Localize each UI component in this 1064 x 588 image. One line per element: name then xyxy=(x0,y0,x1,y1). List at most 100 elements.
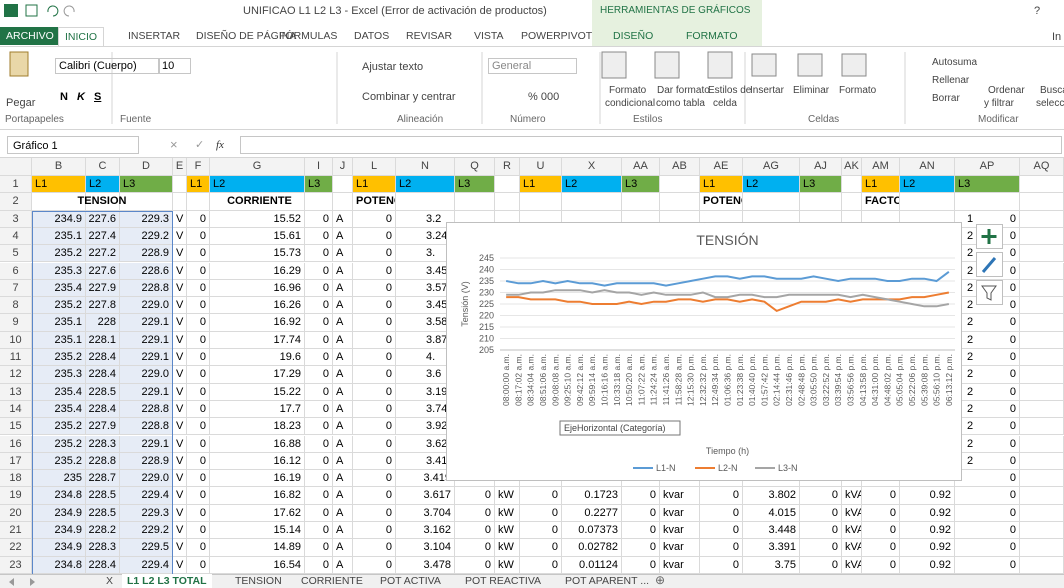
cell[interactable]: A xyxy=(333,245,353,263)
cell[interactable]: V xyxy=(173,297,187,315)
cell[interactable]: 0 xyxy=(862,487,900,505)
cell[interactable]: 0 xyxy=(622,556,660,574)
column-header[interactable]: N xyxy=(396,158,455,176)
cell[interactable]: 15.22 xyxy=(210,383,305,401)
row-header[interactable]: 10 xyxy=(0,331,32,349)
ribbon-button[interactable]: Calibri (Cuerpo) xyxy=(55,58,160,74)
cell[interactable]: 0 xyxy=(305,400,333,419)
cell[interactable]: 0 xyxy=(353,522,396,540)
row-header[interactable]: 14 xyxy=(0,400,32,419)
ribbon-tab[interactable]: FORMATO xyxy=(686,30,738,42)
cell[interactable]: A xyxy=(333,470,353,488)
cell[interactable]: L3 xyxy=(455,176,495,194)
cell[interactable]: 0 xyxy=(800,504,842,522)
cell[interactable]: V xyxy=(173,539,187,557)
cell[interactable]: 0 xyxy=(353,297,396,315)
cell[interactable]: FACTOR DE POTENCIA xyxy=(862,193,900,211)
cell[interactable]: 227.8 xyxy=(86,297,120,315)
cell[interactable]: 15.61 xyxy=(210,227,305,246)
row-header[interactable]: 2 xyxy=(0,193,32,211)
cell[interactable]: 3.162 xyxy=(396,522,455,540)
cell[interactable]: L3 xyxy=(622,176,660,194)
cancel-button[interactable]: × xyxy=(170,137,178,152)
cell[interactable]: 0.92 xyxy=(900,539,955,557)
cell[interactable]: L2 xyxy=(562,176,622,194)
column-header[interactable]: G xyxy=(210,158,305,176)
column-header[interactable]: I xyxy=(305,158,333,176)
column-header[interactable]: AP xyxy=(955,158,1020,176)
cell[interactable]: 0 xyxy=(955,331,1020,349)
cell[interactable]: 228.5 xyxy=(86,504,120,522)
cell[interactable]: 0 xyxy=(353,556,396,574)
cell[interactable]: 0 xyxy=(520,504,562,522)
undo-icon[interactable] xyxy=(47,5,59,17)
cell[interactable]: 0 xyxy=(700,539,743,557)
cell[interactable]: A xyxy=(333,435,353,453)
column-header[interactable]: AM xyxy=(862,158,900,176)
cell[interactable]: 235.3 xyxy=(32,262,86,280)
help[interactable]: ? xyxy=(1034,5,1041,17)
cell[interactable]: 3.802 xyxy=(743,487,800,505)
cell[interactable]: CORRIENTE xyxy=(187,193,333,211)
ribbon-tab[interactable]: INICIO xyxy=(58,27,105,46)
row-header[interactable]: 22 xyxy=(0,539,32,557)
cell[interactable]: 0 xyxy=(862,522,900,540)
cell[interactable]: 228.4 xyxy=(86,400,120,419)
ribbon-tab[interactable]: ARCHIVO xyxy=(0,27,60,45)
cell[interactable]: A xyxy=(333,314,353,332)
cell[interactable]: 0 xyxy=(187,366,210,384)
cell[interactable]: 0 xyxy=(305,539,333,557)
cell[interactable]: 227.6 xyxy=(86,262,120,280)
cell[interactable]: 0 xyxy=(955,383,1020,401)
cell[interactable]: 0 xyxy=(800,522,842,540)
cell[interactable]: 15.52 xyxy=(210,210,305,228)
ribbon-tab[interactable]: DISEÑO xyxy=(613,30,654,42)
ribbon-button[interactable]: General xyxy=(488,58,577,74)
cell[interactable]: 234.9 xyxy=(32,504,86,522)
cell[interactable]: 0 xyxy=(187,314,210,332)
cell[interactable]: 0 xyxy=(187,522,210,540)
cell[interactable]: 0 xyxy=(700,504,743,522)
column-header[interactable]: AE xyxy=(700,158,743,176)
cell[interactable]: 0 xyxy=(305,452,333,471)
cell[interactable]: 0 xyxy=(862,556,900,574)
cell[interactable]: 0 xyxy=(187,470,210,488)
cell[interactable]: 0 xyxy=(353,279,396,298)
cell[interactable]: 0 xyxy=(353,504,396,522)
column-header[interactable]: AB xyxy=(660,158,700,176)
cell[interactable]: 0 xyxy=(862,504,900,522)
cell[interactable]: 0 xyxy=(353,349,396,367)
function-button[interactable]: fx xyxy=(216,139,224,151)
cell[interactable]: 234.9 xyxy=(32,539,86,557)
cell[interactable]: 235.1 xyxy=(32,314,86,332)
row-header[interactable]: 5 xyxy=(0,245,32,263)
redo-icon[interactable] xyxy=(63,5,75,17)
cell[interactable]: 16.54 xyxy=(210,556,305,574)
cell[interactable]: 0 xyxy=(187,349,210,367)
cell[interactable]: kvar xyxy=(660,487,700,505)
cell[interactable]: A xyxy=(333,504,353,522)
cell[interactable]: 0 xyxy=(187,383,210,401)
cell[interactable]: L3 xyxy=(305,176,333,194)
cell[interactable]: 235.2 xyxy=(32,245,86,263)
column-header[interactable]: U xyxy=(520,158,562,176)
cell[interactable]: 3.478 xyxy=(396,556,455,574)
row-header[interactable]: 3 xyxy=(0,210,32,228)
cell[interactable]: 0 xyxy=(955,452,1020,471)
cell[interactable]: A xyxy=(333,366,353,384)
cell[interactable]: 0 xyxy=(305,297,333,315)
cell[interactable]: kW xyxy=(495,504,520,522)
cell[interactable]: POTENCIAACTIVA xyxy=(353,193,396,211)
row-header[interactable]: 15 xyxy=(0,418,32,436)
cell[interactable]: 235.2 xyxy=(32,349,86,367)
cell[interactable]: 0 xyxy=(700,487,743,505)
column-header[interactable]: AA xyxy=(622,158,660,176)
cell[interactable]: 0 xyxy=(353,245,396,263)
cell[interactable]: 3.391 xyxy=(743,539,800,557)
cell[interactable]: 0 xyxy=(305,556,333,574)
cell[interactable]: kW xyxy=(495,487,520,505)
cell[interactable]: V xyxy=(173,452,187,471)
account[interactable]: In xyxy=(1052,31,1062,43)
ribbon-button[interactable]: y filtrar xyxy=(984,98,1014,109)
ribbon-tab[interactable]: DATOS xyxy=(354,30,390,42)
